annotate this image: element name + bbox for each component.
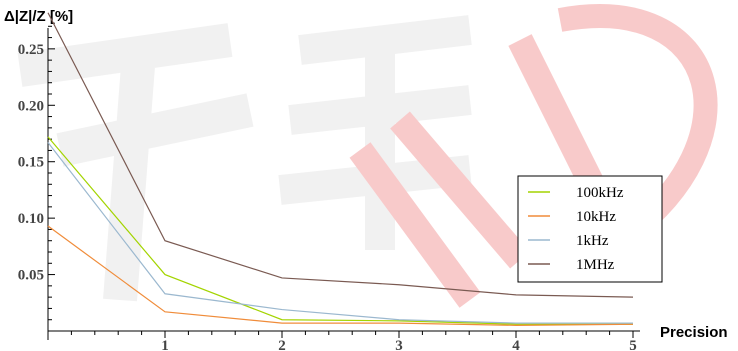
x-tick-label: 3: [395, 338, 403, 351]
y-tick-label: 0.05: [18, 268, 44, 284]
legend-label: 1kHz: [576, 233, 609, 249]
x-tick-label: 1: [161, 338, 169, 351]
watermark: [17, 4, 718, 308]
y-tick-label: 0.10: [18, 211, 44, 227]
series-line-1mhz: [47, 12, 634, 298]
legend: 100kHz 10kHz 1kHz 1MHz: [517, 175, 663, 283]
x-tick-label: 4: [512, 338, 520, 351]
y-tick-label: 0.20: [18, 98, 44, 114]
series-line-10khz: [47, 225, 634, 326]
x-axis-title: Precision: [660, 324, 728, 341]
series-line-100khz: [47, 136, 633, 325]
y-tick-label: 0.15: [18, 155, 44, 171]
x-tick-label: 2: [278, 338, 286, 351]
legend-label: 100kHz: [576, 185, 624, 201]
x-tick-label: 5: [629, 338, 637, 351]
tick-group: 1 2 3 4 5 0.05 0.10 0.15 0.20 0.25: [18, 25, 637, 351]
series-line-1khz: [47, 142, 633, 324]
y-axis-title: Δ|Z|/Z [%]: [4, 8, 73, 25]
series-group: [47, 12, 634, 326]
legend-label: 1MHz: [576, 257, 615, 273]
legend-label: 10kHz: [576, 209, 616, 225]
y-tick-label: 0.25: [18, 42, 44, 58]
